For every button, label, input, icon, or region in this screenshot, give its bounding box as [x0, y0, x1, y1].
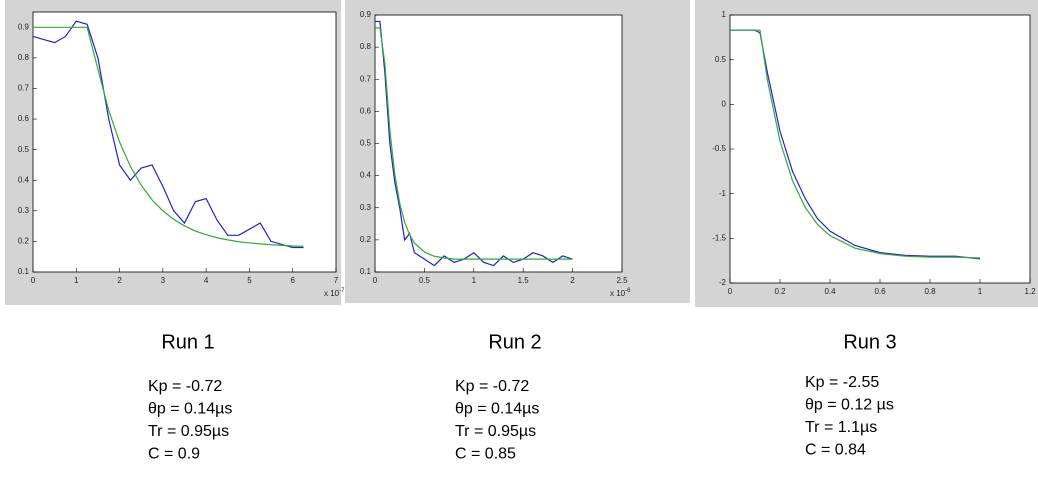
x-tick-label: 0 [728, 287, 733, 296]
x-multiplier-base: x 10 [324, 289, 340, 298]
x-tick-label: 7 [334, 276, 339, 285]
parameter: C = 0.9 [148, 446, 200, 463]
y-tick-label: 0.5 [715, 55, 727, 64]
parameter: Tr = 1.1µs [805, 419, 877, 436]
y-tick-label: 0.8 [18, 53, 30, 62]
parameter: Kp = -0.72 [455, 378, 529, 395]
x-tick-label: 0.5 [419, 276, 431, 285]
x-tick-label: 1 [978, 287, 983, 296]
y-tick-label: 0.9 [360, 10, 372, 19]
parameter: C = 0.84 [805, 442, 866, 459]
x-tick-label: 1 [472, 276, 477, 285]
x-tick-label: 2 [570, 276, 575, 285]
y-tick-label: -1 [719, 189, 727, 198]
y-tick-label: 0.1 [18, 267, 30, 276]
y-tick-label: -0.5 [712, 144, 726, 153]
y-tick-label: 0.7 [18, 84, 30, 93]
x-multiplier-exponent: -6 [625, 288, 631, 294]
run-title: Run 3 [843, 331, 896, 353]
y-tick-label: 0.9 [18, 22, 30, 31]
x-tick-label: 2 [117, 276, 122, 285]
x-tick-label: 5 [247, 276, 252, 285]
x-tick-label: 4 [204, 276, 209, 285]
run-title: Run 1 [161, 331, 214, 353]
x-multiplier: x 10-6 [610, 288, 631, 299]
plot-area [374, 14, 623, 273]
parameter: Tr = 0.95µs [455, 423, 536, 440]
x-tick-label: 1.5 [518, 276, 530, 285]
x-tick-label: 0 [31, 276, 36, 285]
y-tick-label: 0.6 [18, 114, 30, 123]
y-tick-label: 0.7 [360, 74, 372, 83]
y-tick-label: 0.5 [18, 145, 30, 154]
y-tick-label: 0.3 [360, 203, 372, 212]
parameter: C = 0.85 [455, 446, 516, 463]
y-tick-label: 0.2 [18, 237, 30, 246]
data-line [730, 29, 981, 260]
x-tick-label: 0.6 [874, 287, 886, 296]
data-line [375, 27, 573, 260]
run-title: Run 2 [488, 331, 541, 353]
x-tick-label: 0.4 [824, 287, 836, 296]
y-tick-label: 0.2 [360, 235, 372, 244]
parameter: θp = 0.14µs [148, 401, 232, 418]
y-tick-label: 0.4 [360, 171, 372, 180]
x-multiplier: x 10-7 [324, 288, 345, 299]
x-tick-label: 0.2 [774, 287, 786, 296]
x-tick-label: 0.8 [924, 287, 936, 296]
plot-area [729, 14, 1031, 284]
x-tick-label: 2.5 [616, 276, 628, 285]
parameter: Kp = -2.55 [805, 374, 879, 391]
plot-area [32, 11, 337, 273]
y-tick-label: 0.3 [18, 206, 30, 215]
data-line [32, 20, 304, 249]
parameter: θp = 0.14µs [455, 401, 539, 418]
y-tick-label: -1.5 [712, 233, 726, 242]
x-tick-label: 3 [161, 276, 166, 285]
y-tick-label: 0.8 [360, 42, 372, 51]
parameter: Tr = 0.95µs [148, 423, 229, 440]
data-line [730, 29, 981, 259]
x-tick-label: 6 [290, 276, 295, 285]
data-line [33, 26, 304, 247]
y-tick-label: -2 [719, 278, 727, 287]
y-tick-label: 0.6 [360, 106, 372, 115]
y-tick-label: 0.4 [18, 175, 30, 184]
y-tick-label: 0.1 [360, 267, 372, 276]
y-tick-label: 0 [722, 99, 727, 108]
parameter: θp = 0.12 µs [805, 397, 894, 414]
data-line [375, 20, 573, 267]
x-multiplier-exponent: -7 [339, 288, 345, 294]
x-tick-label: 1.2 [1024, 287, 1036, 296]
x-tick-label: 1 [74, 276, 79, 285]
x-tick-label: 0 [373, 276, 378, 285]
y-tick-label: 0.5 [360, 139, 372, 148]
parameter: Kp = -0.72 [148, 378, 222, 395]
x-multiplier-base: x 10 [610, 289, 626, 298]
y-tick-label: 1 [722, 10, 727, 19]
